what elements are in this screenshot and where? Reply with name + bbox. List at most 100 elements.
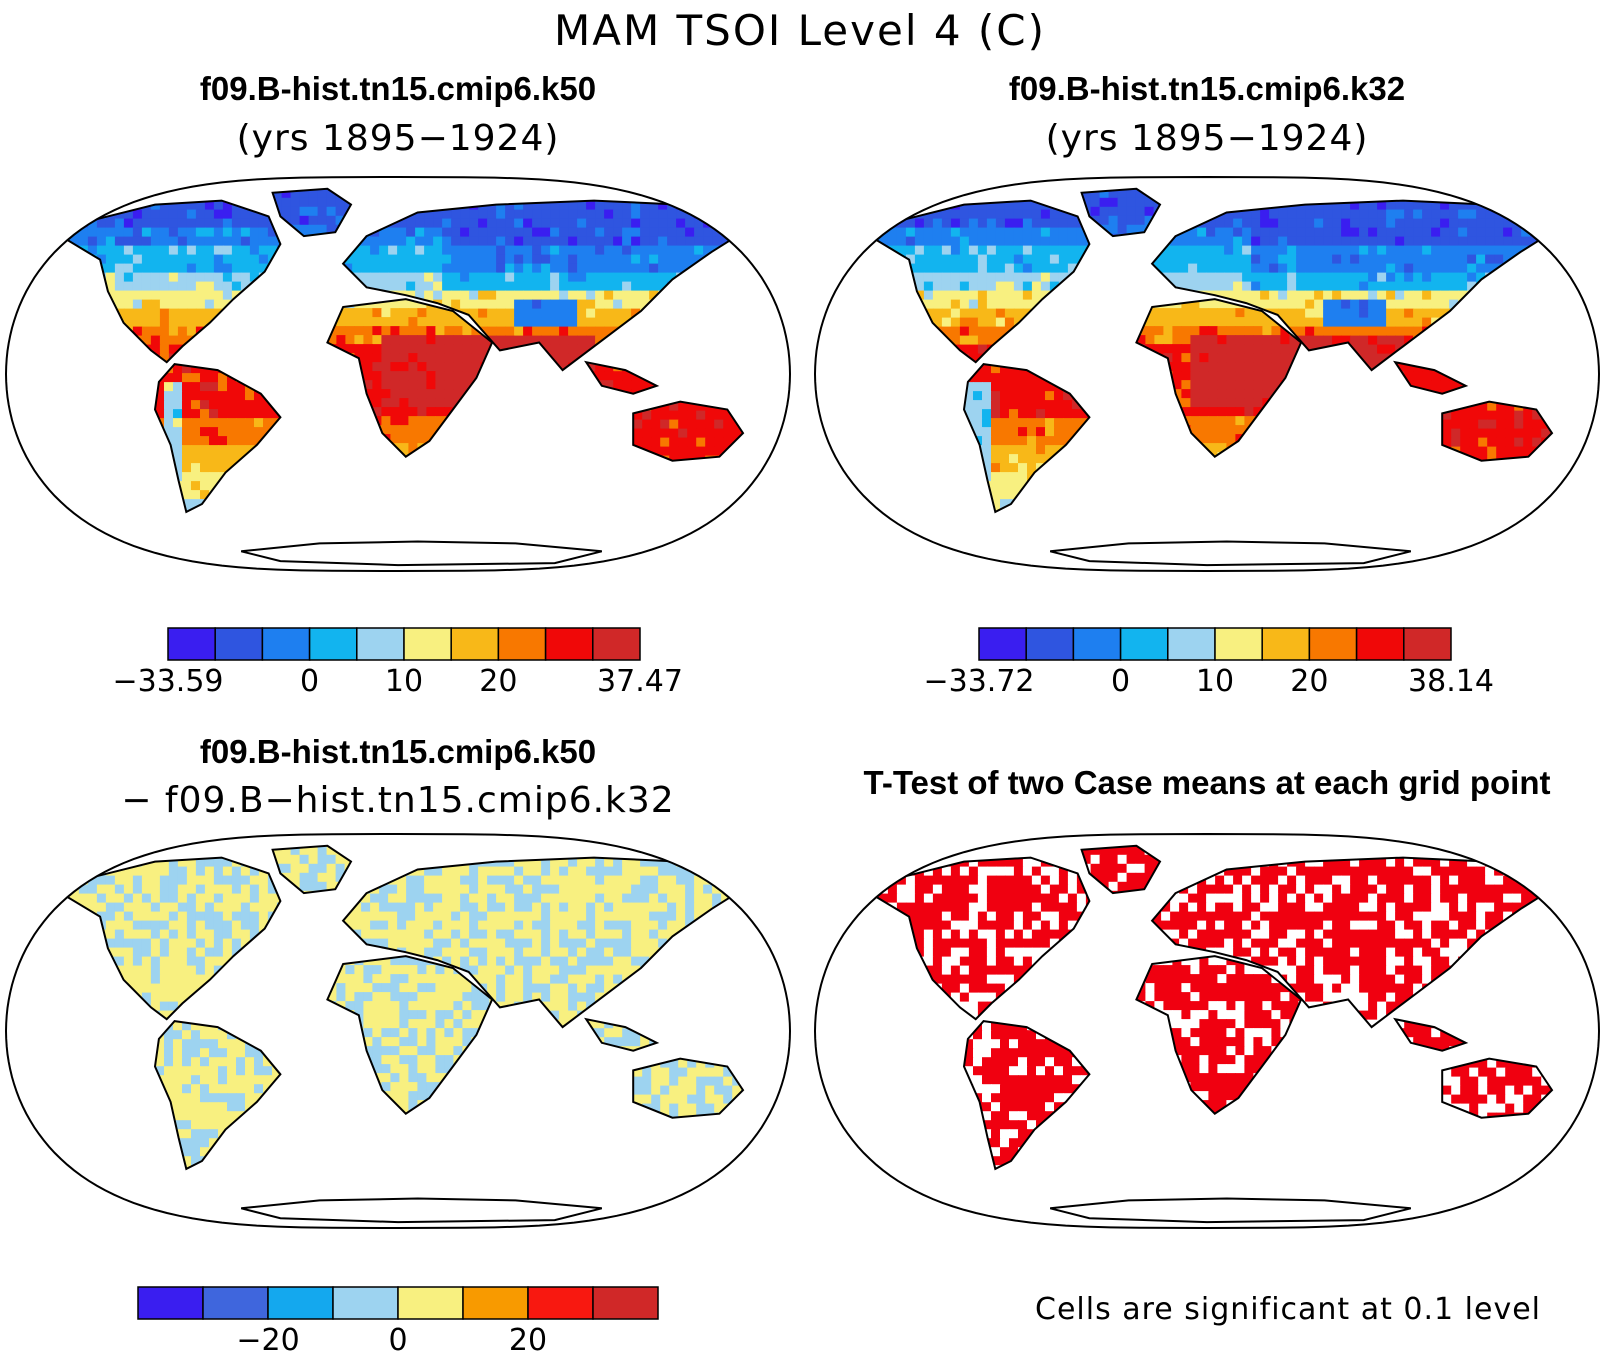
coastline-antarctica (240, 540, 603, 567)
coastline-southAmerica (962, 1020, 1091, 1171)
land-fill-africa (327, 956, 493, 1114)
map-frame (813, 832, 1601, 1230)
map-frame (4, 832, 792, 1230)
coastline-seAsia (584, 360, 660, 395)
colorbar-swatch (397, 1286, 464, 1320)
panel-difference-title: f09.B-hist.tn15.cmip6.k50 (199, 733, 597, 770)
colorbar-tick-label: 0 (300, 664, 320, 699)
land-fill-australia (1442, 401, 1552, 461)
coastline-eurasia (341, 856, 746, 1029)
map-frame (813, 175, 1601, 573)
coastline-southAmerica (962, 363, 1091, 514)
colorbar-swatch (450, 627, 500, 661)
map-panel-case2 (813, 175, 1601, 573)
colorbar-tick-label: 0 (388, 1323, 408, 1358)
colorbar-swatch (462, 1286, 529, 1320)
coastline-antarctica (240, 1197, 603, 1224)
land-fill-africa (327, 299, 493, 457)
land-fill-southAmerica (155, 364, 281, 512)
coastline-southAmerica (153, 1020, 282, 1171)
coastline-eurasia (1150, 856, 1555, 1029)
colorbar-tick-label: −33.59 (112, 664, 224, 699)
colorbar-swatch (592, 627, 641, 661)
colorbar-swatch (403, 627, 452, 661)
colorbar-swatch (592, 1286, 659, 1320)
coastline-australia (632, 400, 745, 462)
coastline-seAsia (1393, 1017, 1469, 1052)
colorbar-swatch (978, 627, 1027, 661)
coastline-greenland (271, 844, 353, 895)
colorbar-swatch (1261, 627, 1311, 661)
colorbar-swatch (497, 627, 547, 661)
colorbar-swatch (308, 627, 358, 661)
land-fill-southAmerica (964, 364, 1090, 512)
coastline-seAsia (1393, 360, 1469, 395)
colorbar-swatch (214, 627, 264, 661)
colorbar-swatch (1167, 627, 1216, 661)
colorbar-tick-label: 0 (1111, 664, 1131, 699)
coastline-northAmerica (867, 199, 1091, 364)
coastline-africa (1135, 298, 1303, 458)
colorbar-tick-label: 38.14 (1408, 664, 1494, 699)
colorbar-swatch (1025, 627, 1075, 661)
colorbar-swatch (267, 1286, 334, 1320)
colorbar-swatch (137, 1286, 204, 1320)
colorbar-swatch (544, 627, 594, 661)
colorbar-tick-label: 20 (1290, 664, 1329, 699)
coastline-eurasia (341, 199, 746, 372)
colorbar-swatch (356, 627, 405, 661)
colorbar-swatch (1403, 627, 1452, 661)
colorbar-swatch (261, 627, 311, 661)
land-fill-australia (633, 401, 743, 461)
coastline-africa (1135, 955, 1303, 1115)
coastline-northAmerica (58, 199, 282, 364)
panel-case2-subtitle: (yrs 1895−1924) (1045, 118, 1369, 159)
coastline-greenland (1080, 187, 1162, 238)
colorbar-tick-label: 20 (508, 1323, 548, 1358)
figure-title: MAM TSOI Level 4 (C) (553, 6, 1047, 55)
coastline-greenland (1080, 844, 1162, 895)
land-fill-australia (633, 1058, 743, 1118)
colorbar-swatch (1308, 627, 1358, 661)
colorbar-swatch (527, 1286, 594, 1320)
land-fill-africa (1136, 299, 1302, 457)
land-fill-africa (1136, 956, 1302, 1114)
panel-case1-title: f09.B-hist.tn15.cmip6.k50 (199, 70, 597, 107)
colorbar-case2 (978, 627, 1452, 661)
coastline-southAmerica (153, 363, 282, 514)
colorbar-tick-label: 10 (1195, 664, 1235, 699)
colorbar-swatch (1214, 627, 1263, 661)
colorbar-tick-label: −20 (236, 1323, 300, 1358)
colorbar-swatch (1355, 627, 1405, 661)
coastline-australia (1441, 400, 1554, 462)
colorbar-swatch (1072, 627, 1122, 661)
coastline-seAsia (584, 1017, 660, 1052)
colorbar-swatch (167, 627, 216, 661)
colorbar-swatch (332, 1286, 399, 1320)
colorbar-tick-label: −33.72 (923, 664, 1035, 699)
colorbar-difference (137, 1286, 659, 1320)
panel-case1-subtitle: (yrs 1895−1924) (236, 118, 560, 159)
coastline-africa (326, 955, 494, 1115)
map-panel-case1 (4, 175, 792, 573)
significance-note: Cells are significant at 0.1 level (1034, 1292, 1542, 1327)
colorbar-tick-label: 37.47 (597, 664, 683, 699)
colorbar-case1 (167, 627, 641, 661)
map-frame (4, 175, 792, 573)
coastline-africa (326, 298, 494, 458)
coastline-antarctica (1049, 540, 1412, 567)
panel-difference-subtitle: − f09.B−hist.tn15.cmip6.k32 (121, 780, 675, 821)
land-fill-southAmerica (964, 1021, 1090, 1169)
coastline-antarctica (1049, 1197, 1412, 1224)
panel-case2-title: f09.B-hist.tn15.cmip6.k32 (1008, 70, 1406, 107)
coastline-australia (1441, 1057, 1554, 1119)
colorbar-tick-label: 10 (384, 664, 424, 699)
coastline-northAmerica (867, 856, 1091, 1021)
coastline-northAmerica (58, 856, 282, 1021)
panel-ttest-title: T-Test of two Case means at each grid po… (863, 764, 1551, 801)
coastline-eurasia (1150, 199, 1555, 372)
colorbar-swatch (202, 1286, 269, 1320)
coastline-greenland (271, 187, 353, 238)
map-panel-difference (4, 832, 792, 1230)
